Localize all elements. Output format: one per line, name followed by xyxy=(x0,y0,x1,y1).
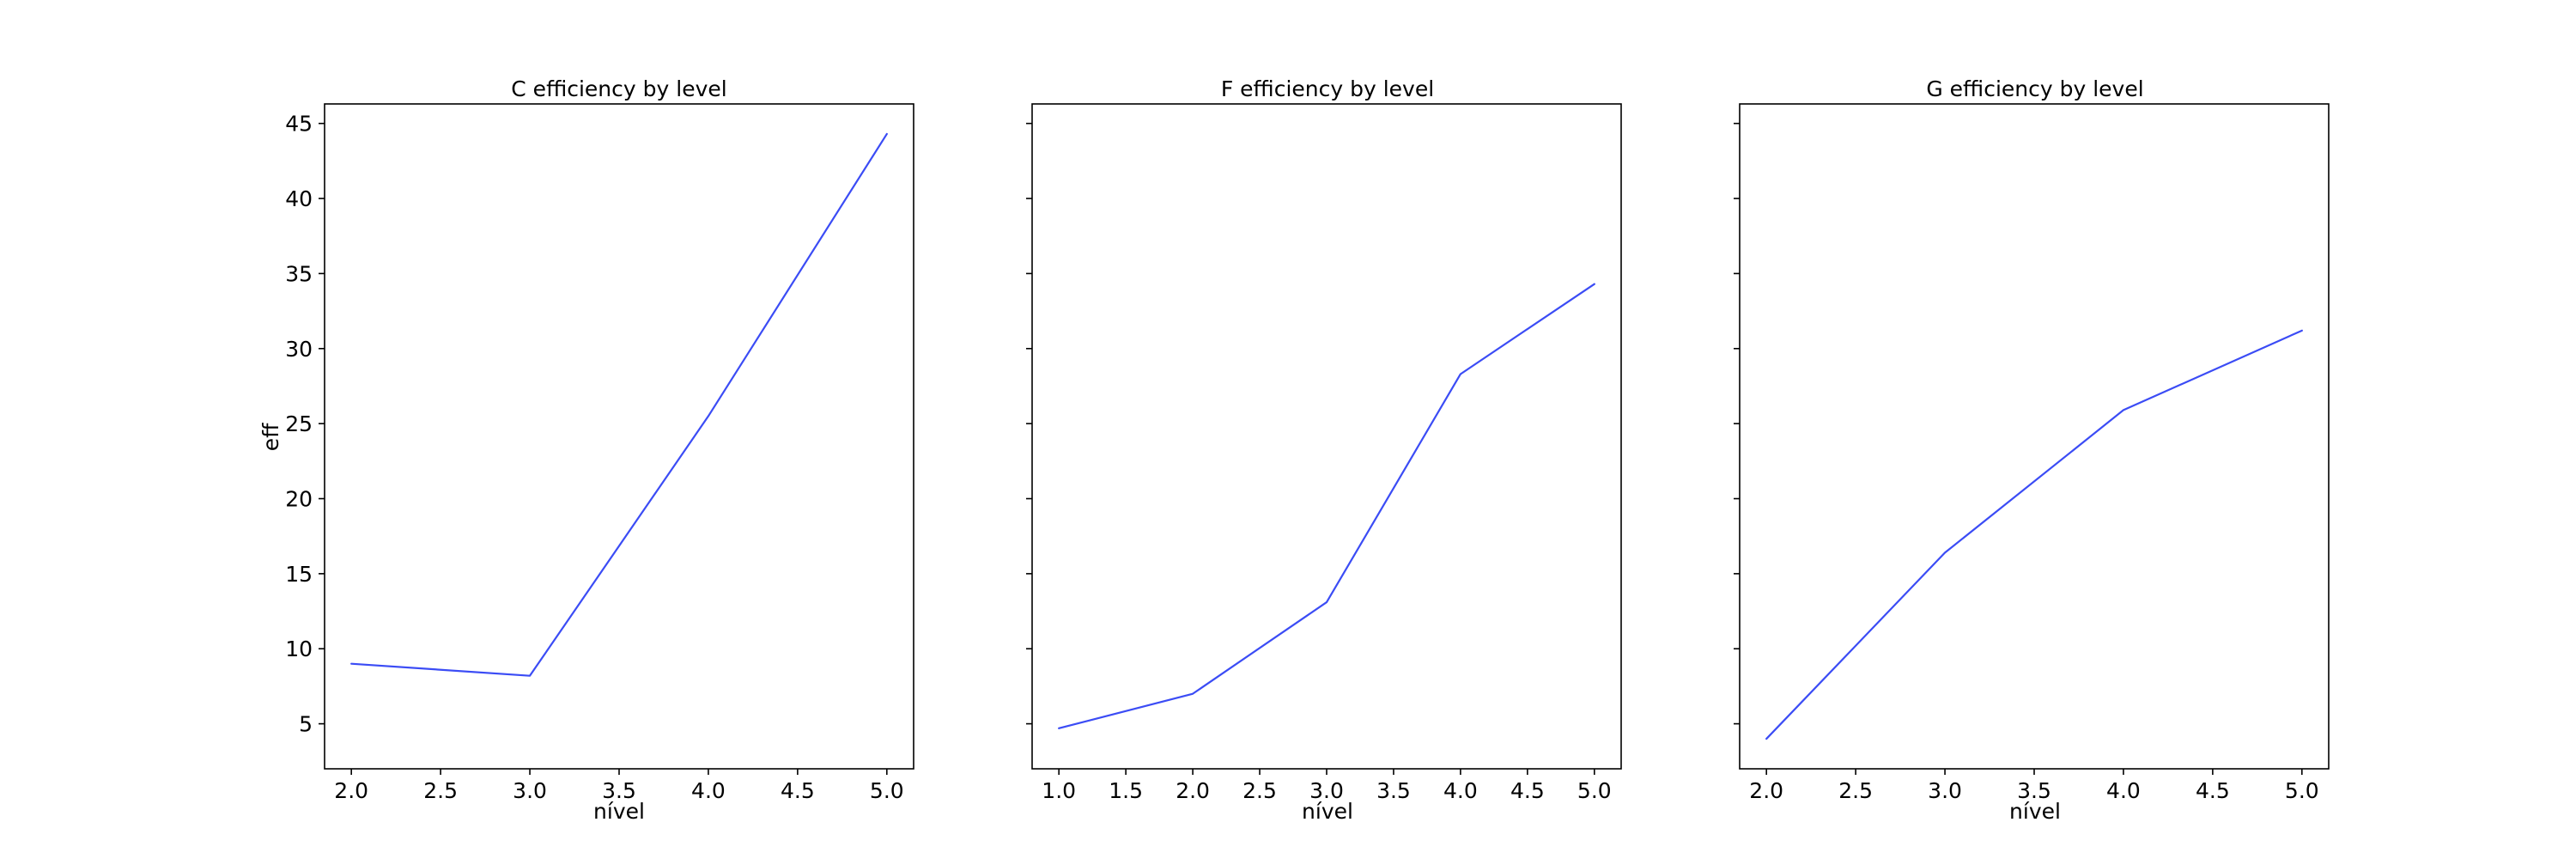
panel-c: C efficiency by level nível eff 2.0 2.5 3.… xyxy=(258,76,914,824)
y-tick-label: 25 xyxy=(285,411,313,436)
x-tick-label: 2.0 xyxy=(1176,778,1210,803)
y-tick-label: 5 xyxy=(299,712,313,737)
y-tick-label: 20 xyxy=(285,487,313,512)
x-tick-label: 2.0 xyxy=(1749,778,1783,803)
y-tick-label: 30 xyxy=(285,337,313,362)
x-tick-label: 1.5 xyxy=(1109,778,1143,803)
series-line xyxy=(1765,329,2303,740)
x-tick-label: 4.5 xyxy=(2196,778,2230,803)
x-tick-label: 3.5 xyxy=(1376,778,1411,803)
x-tick-label: 2.5 xyxy=(1242,778,1277,803)
plot-area: 2.0 2.5 3.0 3.5 4.0 4.5 5.0 5 10 15 20 25 30 35 40 45 xyxy=(285,103,914,803)
series-line xyxy=(1058,283,1595,729)
x-tick-label: 3.0 xyxy=(1309,778,1344,803)
x-tick-label: 4.0 xyxy=(691,778,726,803)
x-tick-label: 3.0 xyxy=(1928,778,1962,803)
y-tick-label: 40 xyxy=(285,186,313,211)
y-tick-label: 10 xyxy=(285,637,313,661)
x-tick-label: 2.5 xyxy=(1838,778,1873,803)
x-axis-label: nível xyxy=(2009,799,2061,824)
x-tick-label: 2.0 xyxy=(334,778,368,803)
x-tick-label: 2.5 xyxy=(423,778,458,803)
y-tick-label: 15 xyxy=(285,562,313,587)
x-tick-label: 3.0 xyxy=(513,778,547,803)
x-axis-label: nível xyxy=(593,799,645,824)
x-tick-label: 4.5 xyxy=(1510,778,1545,803)
x-tick-label: 4.0 xyxy=(2106,778,2141,803)
y-tick-label: 35 xyxy=(285,261,313,286)
x-tick-label: 5.0 xyxy=(870,778,904,803)
plot-area: 2.0 2.5 3.0 3.5 4.0 4.5 5.0 xyxy=(1734,103,2330,803)
panel-title: G efficiency by level xyxy=(1926,76,2143,101)
x-tick-label: 5.0 xyxy=(2285,778,2319,803)
x-tick-label: 3.5 xyxy=(2017,778,2051,803)
y-tick-label: 45 xyxy=(285,112,313,137)
panel-g: G efficiency by level nível 2.0 2.5 3.0 3.5… xyxy=(1734,76,2330,824)
series-line xyxy=(350,132,888,677)
x-tick-label: 4.0 xyxy=(1443,778,1478,803)
x-axis-label: nível xyxy=(1302,799,1353,824)
x-tick-label: 3.5 xyxy=(602,778,636,803)
x-tick-label: 4.5 xyxy=(781,778,815,803)
panel-f: F efficiency by level nível 1.0 1.5 2.0 2.5… xyxy=(1026,76,1622,824)
x-tick-label: 1.0 xyxy=(1042,778,1076,803)
x-tick-label: 5.0 xyxy=(1577,778,1612,803)
panel-title: F efficiency by level xyxy=(1221,76,1434,101)
y-axis-label: eff xyxy=(258,423,283,451)
panel-title: C efficiency by level xyxy=(511,76,726,101)
plot-area: 1.0 1.5 2.0 2.5 3.0 3.5 4.0 4.5 5.0 xyxy=(1026,103,1622,803)
